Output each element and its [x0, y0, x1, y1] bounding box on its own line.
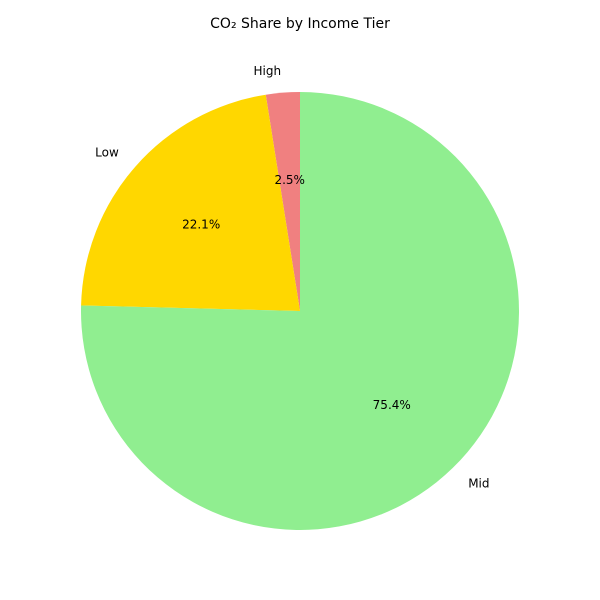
slice-label-high: High	[254, 64, 282, 78]
slices-layer	[81, 92, 519, 530]
pct-label-low: 22.1%	[182, 217, 220, 231]
pie-slice-mid	[81, 92, 519, 530]
pct-label-high: 2.5%	[274, 173, 305, 187]
slice-label-mid: Mid	[468, 476, 489, 490]
labels-layer: High 2.5% Low 22.1% Mid 75.4%	[95, 64, 489, 491]
pie-slice-low	[81, 94, 301, 311]
pct-label-mid: 75.4%	[373, 398, 411, 412]
pie-slice-high	[265, 92, 300, 311]
slice-label-low: Low	[95, 145, 119, 159]
chart-title: CO₂ Share by Income Tier	[210, 16, 390, 32]
